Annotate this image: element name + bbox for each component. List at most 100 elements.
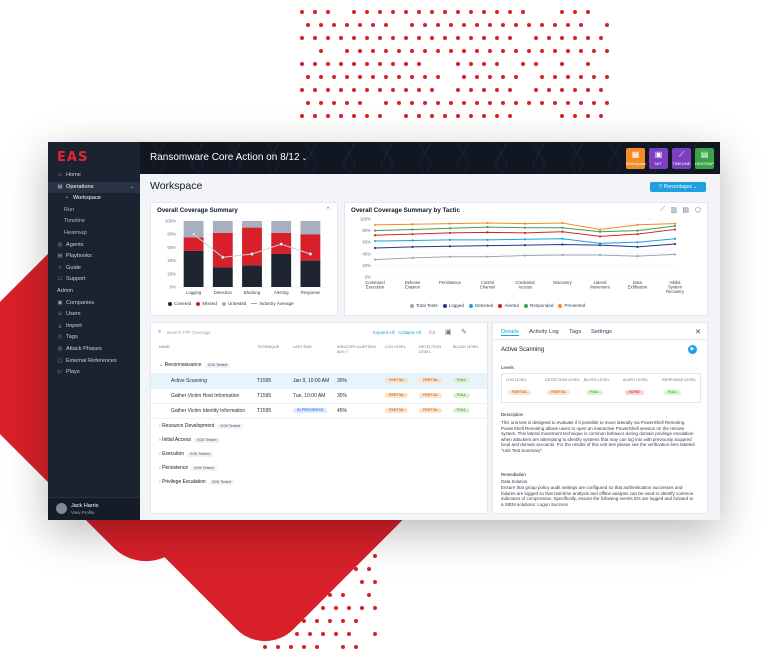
close-icon[interactable]: ✕ [695, 328, 701, 336]
series-point[interactable] [636, 241, 638, 243]
series-point[interactable] [674, 243, 676, 245]
edit-icon[interactable]: ✎ [461, 328, 467, 336]
series-point[interactable] [524, 223, 526, 225]
columns-icon[interactable]: ▣ [445, 328, 452, 336]
sidebar-item-plays[interactable]: ▷ Plays [48, 367, 140, 379]
view-profile-link[interactable]: View Profile [71, 510, 95, 515]
series-point[interactable] [374, 240, 376, 242]
sidebar-item-external-references[interactable]: ▢ External References [48, 356, 140, 368]
series-point[interactable] [561, 231, 563, 233]
search-input[interactable]: Search TTP Coverage [167, 330, 211, 335]
percentages-dropdown[interactable]: ▽ Percentages ⌄ [650, 182, 706, 192]
series-point[interactable] [411, 233, 413, 235]
series-point[interactable] [524, 238, 526, 240]
table-group-row[interactable]: ⌄ Reconnaissance 3/26 Tested [159, 362, 230, 368]
series-point[interactable] [411, 239, 413, 241]
sidebar-item-workspace[interactable]: • Workspace [48, 193, 140, 205]
tab-tags[interactable]: Tags [569, 329, 581, 335]
series-point[interactable] [374, 224, 376, 226]
series-point[interactable] [636, 233, 638, 235]
operation-title[interactable]: Ransomware Core Action on 8/12 ⌄ [150, 152, 307, 163]
series-point[interactable] [486, 226, 488, 228]
series-point[interactable] [449, 245, 451, 247]
series-point[interactable] [674, 228, 676, 230]
chevron-down-icon[interactable]: ⌄ [129, 182, 134, 194]
filter-icon[interactable]: ▭ [429, 328, 436, 336]
column-header[interactable]: NAME [159, 345, 191, 350]
tab-settings[interactable]: Settings [591, 329, 612, 335]
series-point[interactable] [599, 228, 601, 230]
series-point[interactable] [636, 246, 638, 248]
sidebar-item-import[interactable]: ⤓ Import [48, 321, 140, 333]
series-point[interactable] [561, 227, 563, 229]
series-point[interactable] [374, 259, 376, 261]
series-point[interactable] [411, 228, 413, 230]
column-header[interactable]: INDUSTRY ALERTING AVG ⓘ [337, 345, 377, 354]
column-header[interactable]: DETECTION LEVEL [419, 345, 451, 354]
bar-missed[interactable] [300, 234, 320, 260]
series-point[interactable] [449, 223, 451, 225]
series-point[interactable] [486, 245, 488, 247]
column-header[interactable]: BLOCK LEVEL [453, 345, 485, 350]
table-row[interactable]: Gather Victim Identity Information T1595 I… [151, 403, 487, 419]
series-point[interactable] [486, 239, 488, 241]
series-point[interactable] [636, 230, 638, 232]
industry-average-point[interactable] [192, 233, 195, 236]
header-button-heatmap[interactable]: ▤ HEATMAP [695, 148, 714, 169]
tab-activity-log[interactable]: Activity Log [529, 329, 559, 335]
series-point[interactable] [599, 254, 601, 256]
header-button-timeline[interactable]: ⟋ TIMELINE [672, 148, 691, 169]
series-point[interactable] [411, 246, 413, 248]
series-point[interactable] [561, 243, 563, 245]
series-point[interactable] [486, 231, 488, 233]
series-point[interactable] [374, 234, 376, 236]
series-point[interactable] [486, 256, 488, 258]
tab-details[interactable]: Details [501, 329, 519, 336]
sidebar-item-companies[interactable]: ▣ Companies [48, 298, 140, 310]
industry-average-point[interactable] [251, 253, 254, 256]
bar-untested[interactable] [242, 221, 262, 228]
bar-covered[interactable] [242, 265, 262, 287]
run-button[interactable]: ▶ [688, 345, 697, 354]
column-header[interactable]: LAST RAN [293, 345, 325, 350]
series-point[interactable] [524, 244, 526, 246]
series-point[interactable] [524, 232, 526, 234]
sidebar-item-heatmap[interactable]: Heatmap [48, 228, 140, 240]
series-point[interactable] [674, 238, 676, 240]
sidebar-item-attack-phases[interactable]: ◎ Attack Phases [48, 344, 140, 356]
table-row[interactable]: Gather Victim Host Information T1595 Tue, … [151, 388, 487, 404]
series-point[interactable] [449, 232, 451, 234]
sidebar-item-guide[interactable]: ○ Guide [48, 263, 140, 275]
industry-average-point[interactable] [309, 253, 312, 256]
series-point[interactable] [411, 257, 413, 259]
series-point[interactable] [599, 242, 601, 244]
sidebar-item-users[interactable]: ☺ Users [48, 309, 140, 321]
series-point[interactable] [674, 225, 676, 227]
sidebar-item-playbooks[interactable]: ▤ Playbooks [48, 251, 140, 263]
bar-covered[interactable] [300, 261, 320, 287]
bar-covered[interactable] [271, 254, 291, 287]
series-point[interactable] [524, 254, 526, 256]
series-point[interactable] [674, 253, 676, 255]
user-profile[interactable]: Jack Harris View Profile [48, 497, 140, 520]
column-header[interactable]: LOG LEVEL [385, 345, 417, 350]
table-group-row[interactable]: › Resource Development 0/28 Tested [159, 423, 243, 429]
series-point[interactable] [561, 222, 563, 224]
column-header[interactable]: TECHNIQUE [257, 345, 289, 350]
bar-covered[interactable] [184, 251, 204, 287]
series-point[interactable] [674, 223, 676, 225]
table-group-row[interactable]: › Privilege Escalation 0/26 Tested [159, 479, 234, 485]
table-group-row[interactable]: › Persistence 0/26 Tested [159, 465, 217, 471]
sidebar-item-agents[interactable]: ◎ Agents [48, 240, 140, 252]
bar-covered[interactable] [213, 267, 233, 287]
series-point[interactable] [636, 255, 638, 257]
expand-all-link[interactable]: Expand All [373, 330, 394, 335]
series-point[interactable] [636, 224, 638, 226]
series-point[interactable] [449, 227, 451, 229]
series-point[interactable] [561, 254, 563, 256]
series-point[interactable] [449, 239, 451, 241]
bar-untested[interactable] [271, 221, 291, 233]
series-point[interactable] [599, 231, 601, 233]
series-point[interactable] [486, 222, 488, 224]
table-group-row[interactable]: › Initial Access 0/26 Tested [159, 437, 220, 443]
